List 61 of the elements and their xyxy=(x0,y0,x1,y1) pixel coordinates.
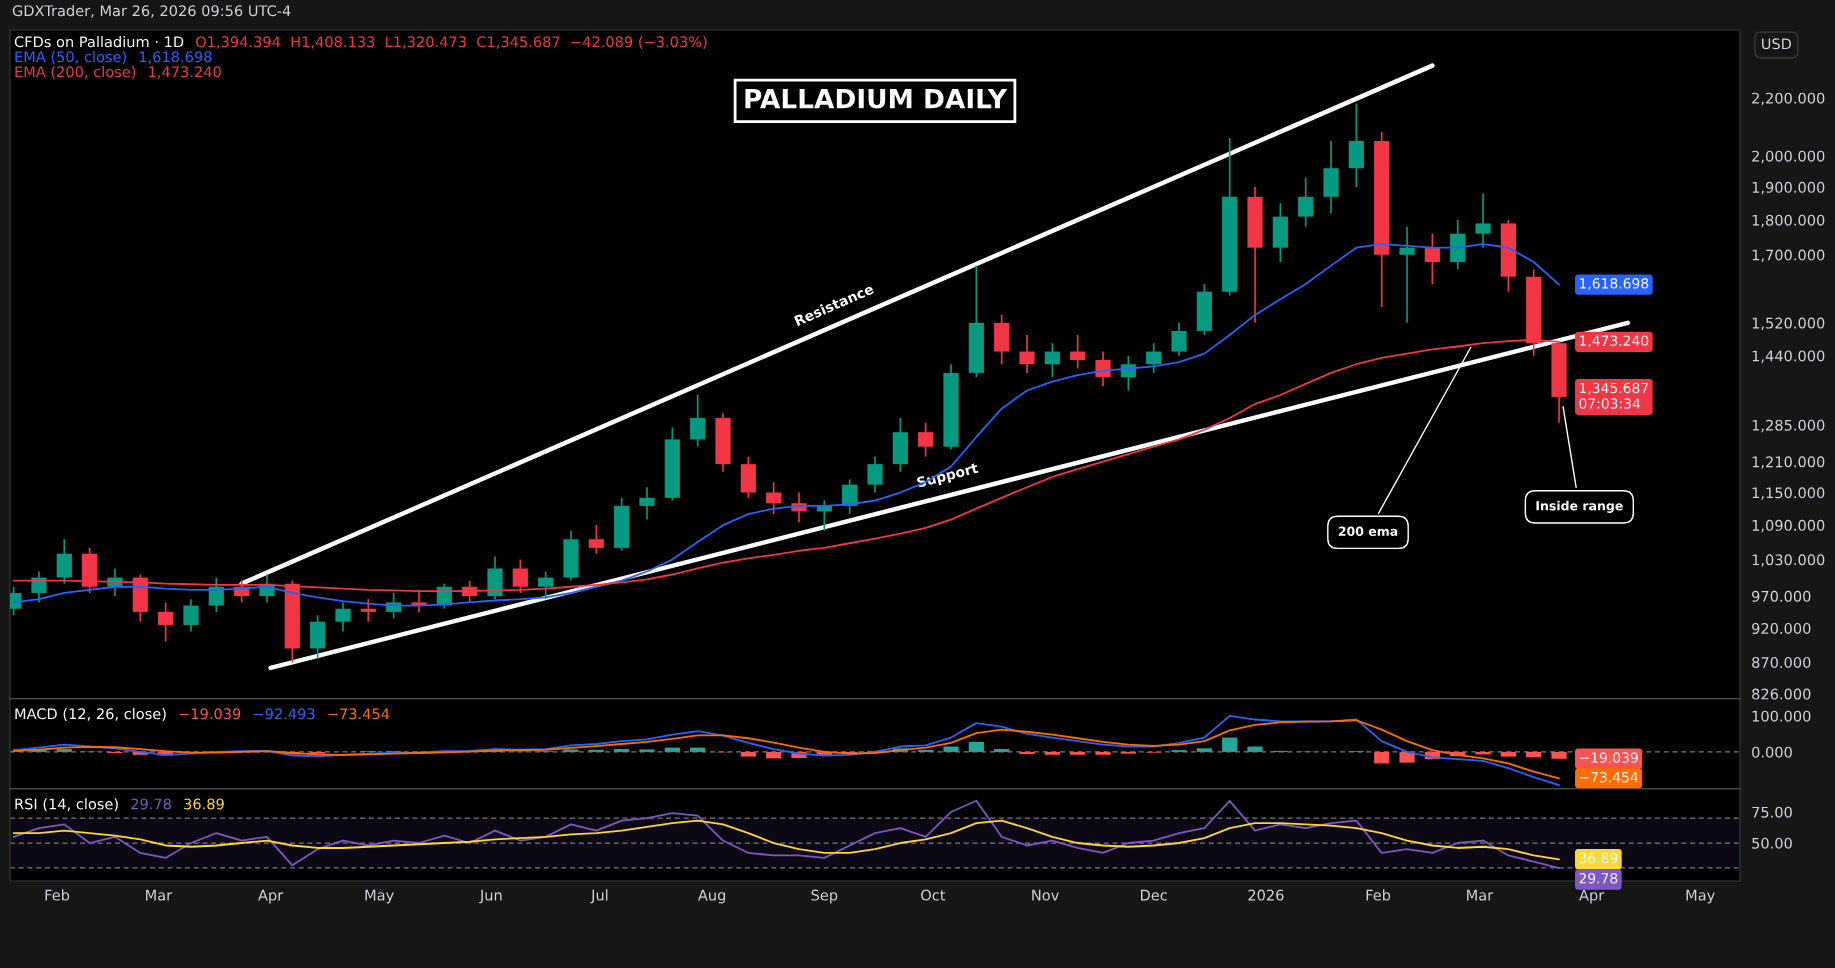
x-tick-label: Dec xyxy=(1141,889,1167,901)
annotation: −92.493 xyxy=(253,708,315,720)
x-tick-label: Apr xyxy=(258,889,284,904)
y-tick-label: 1,900.000 xyxy=(1752,181,1825,195)
annotation: −73.454 xyxy=(328,708,390,720)
annotation: 1,345.687 07:03:34 xyxy=(1579,382,1648,409)
x-tick-label: May xyxy=(1686,889,1715,904)
y-tick-label: 870.000 xyxy=(1752,656,1811,668)
y-tick-label: 920.000 xyxy=(1752,622,1811,635)
x-tick-label: Aug xyxy=(698,889,726,904)
text: USD xyxy=(1762,38,1792,50)
text: PALLADIUM DAILY xyxy=(745,88,1008,109)
text: EMA (200, close) xyxy=(15,66,136,79)
text: MACD (12, 26, close) xyxy=(15,708,166,721)
annotation: 29.78 xyxy=(131,798,171,810)
x-tick-label: May xyxy=(365,889,394,904)
y-tick-label: 0.000 xyxy=(1752,746,1792,758)
annotation: 36.89 xyxy=(184,798,224,810)
y-tick-label: 2,000.000 xyxy=(1752,150,1825,164)
annotation: 36.89 xyxy=(1579,852,1618,864)
x-tick-label: Apr xyxy=(1579,889,1605,904)
y-tick-label: 50.00 xyxy=(1752,837,1792,849)
text: EMA (50, close) xyxy=(15,51,126,64)
annotation: −73.454 xyxy=(1579,771,1638,783)
y-tick-label: 1,285.000 xyxy=(1752,419,1825,433)
y-tick-label: 1,440.000 xyxy=(1752,350,1825,363)
y-tick-label: 1,800.000 xyxy=(1752,214,1825,228)
y-tick-label: 1,030.000 xyxy=(1752,554,1825,567)
annotation: −19.039 xyxy=(1579,752,1638,763)
x-tick-label: Feb xyxy=(1366,889,1391,901)
y-tick-label: 75.00 xyxy=(1752,806,1792,818)
x-tick-label: Nov xyxy=(1032,889,1059,901)
annotation: 29.78 xyxy=(1579,872,1618,884)
annotation: O1,394.394 H1,408.133 L1,320.473 C1,345.687 −42.089 (−3.03%) xyxy=(196,36,707,49)
y-tick-label: 100.000 xyxy=(1752,710,1811,722)
annotation: CFDs on Palladium · 1D xyxy=(14,36,184,48)
y-tick-label: 1,150.000 xyxy=(1752,487,1825,500)
y-tick-label: 1,210.000 xyxy=(1752,456,1825,469)
x-tick-label: Oct xyxy=(921,889,946,901)
x-tick-label: Mar xyxy=(146,889,173,901)
y-tick-label: 1,090.000 xyxy=(1752,519,1825,533)
y-tick-label: 1,700.000 xyxy=(1752,249,1825,263)
y-tick-label: 1,520.000 xyxy=(1752,317,1825,331)
annotation: 1,618.698 xyxy=(1580,278,1649,291)
x-tick-label: Mar xyxy=(1467,889,1494,901)
annotation: 200 ema xyxy=(1338,526,1398,536)
text: 1,618.698 xyxy=(139,51,212,64)
y-tick-label: 970.000 xyxy=(1752,590,1811,602)
x-tick-label: Feb xyxy=(45,889,70,901)
x-tick-label: Jul xyxy=(590,889,608,904)
text: GDXTrader, Mar 26, 2026 09:56 UTC-4 xyxy=(12,4,291,18)
x-tick-label: 2026 xyxy=(1248,889,1284,901)
annotation: Inside range xyxy=(1536,500,1623,513)
x-tick-label: Sep xyxy=(811,889,838,904)
annotation: −19.039 xyxy=(179,708,241,720)
y-tick-label: 2,200.000 xyxy=(1752,92,1825,106)
text: RSI (14, close) xyxy=(15,798,118,812)
text: 1,473.240 xyxy=(149,66,221,79)
y-tick-label: 826.000 xyxy=(1752,688,1811,700)
x-tick-label: Jun xyxy=(479,889,502,904)
annotation: 1,473.240 xyxy=(1580,335,1649,348)
